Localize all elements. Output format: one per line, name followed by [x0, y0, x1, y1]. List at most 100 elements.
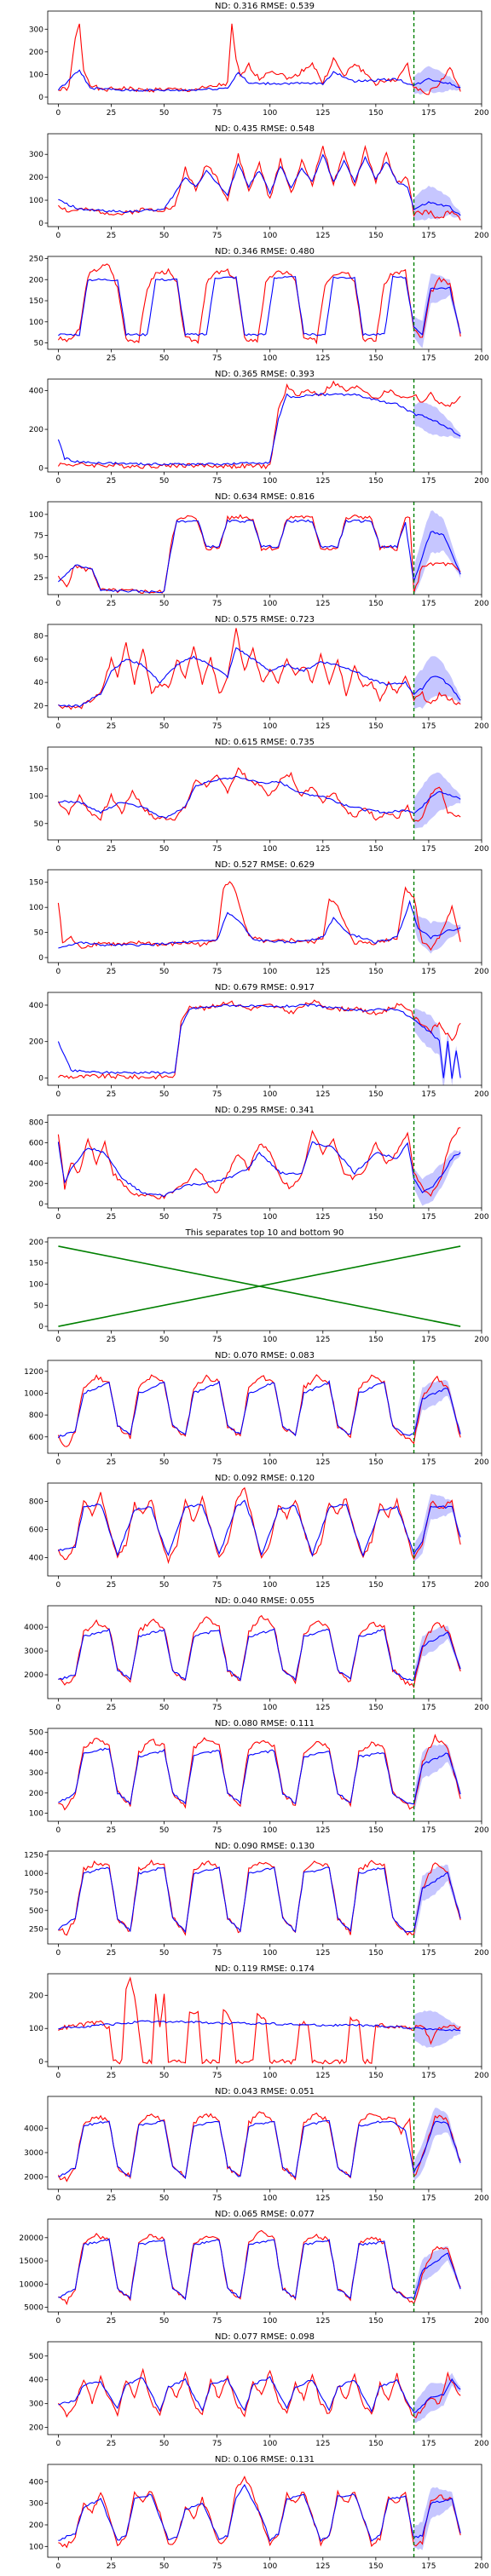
- x-tick-label: 75: [212, 600, 222, 608]
- series-forecast: [58, 647, 461, 708]
- x-tick-label: 200: [474, 1826, 488, 1835]
- plot-area: [57, 747, 461, 840]
- prediction-interval-band: [413, 904, 461, 954]
- x-tick-label: 75: [212, 1090, 222, 1099]
- y-tick-label: 1000: [24, 1389, 43, 1398]
- y-tick-label: 100: [29, 793, 43, 802]
- subplot-title: ND: 0.106 RMSE: 0.131: [215, 2455, 315, 2464]
- y-tick-label: 400: [29, 1555, 43, 1563]
- y-tick-label: 600: [29, 1139, 43, 1147]
- y-tick-label: 1200: [24, 1368, 43, 1377]
- y-tick-label: 300: [29, 2500, 43, 2509]
- plot-area: [57, 2342, 461, 2435]
- x-tick-label: 150: [368, 109, 383, 118]
- x-tick-label: 75: [212, 2440, 222, 2448]
- y-tick-label: 150: [29, 1260, 43, 1268]
- x-tick-label: 50: [159, 354, 170, 363]
- x-tick-label: 75: [212, 1949, 222, 1958]
- y-tick-label: 200: [29, 174, 43, 182]
- plot-area: [57, 870, 461, 963]
- x-tick-label: 200: [474, 1704, 488, 1712]
- y-tick-label: 80: [34, 633, 44, 641]
- x-tick-label: 175: [421, 2194, 436, 2203]
- plot-frame: [47, 501, 482, 595]
- x-tick-label: 200: [474, 2440, 488, 2448]
- x-tick-label: 175: [421, 1458, 436, 1467]
- prediction-interval-band: [413, 1008, 461, 1085]
- y-tick-label: 25: [34, 574, 43, 583]
- x-tick-label: 50: [159, 477, 170, 486]
- x-tick-label: 25: [107, 232, 116, 240]
- y-tick-label: 0: [38, 94, 43, 102]
- y-tick-label: 1000: [24, 1870, 43, 1878]
- x-tick-label: 100: [263, 1949, 277, 1958]
- plot-frame: [47, 1850, 482, 1945]
- plot-area: [57, 502, 461, 595]
- y-tick-label: 150: [29, 766, 43, 774]
- prediction-interval-band: [413, 656, 461, 709]
- y-tick-label: 100: [29, 197, 43, 205]
- plot-area: [57, 1360, 461, 1453]
- x-tick-label: 0: [56, 1704, 61, 1712]
- plot-frame: [47, 869, 482, 963]
- x-tick-label: 0: [56, 2562, 61, 2571]
- x-tick-label: 50: [159, 2317, 170, 2326]
- x-tick-label: 75: [212, 845, 222, 854]
- x-tick-label: 25: [107, 1336, 116, 1344]
- y-tick-label: 50: [34, 929, 44, 938]
- x-tick-label: 0: [56, 2194, 61, 2203]
- y-tick-label: 750: [29, 1889, 43, 1897]
- plot-area: [57, 1115, 461, 1208]
- x-tick-label: 75: [212, 722, 222, 731]
- series-forecast: [58, 275, 461, 336]
- x-tick-label: 200: [474, 1458, 488, 1467]
- separator-line-2: [58, 1245, 461, 1327]
- prediction-interval-band: [413, 1864, 461, 1940]
- y-tick-label: 500: [29, 2353, 43, 2361]
- x-tick-label: 50: [159, 845, 170, 854]
- x-tick-label: 0: [56, 1581, 61, 1590]
- x-tick-label: 175: [421, 1704, 436, 1712]
- y-tick-label: 400: [29, 1002, 43, 1010]
- subplot-19: ND: 0.065 RMSE: 0.077 0 25 50 75 100 125 150 175…: [19, 2210, 488, 2326]
- subplot-title: ND: 0.077 RMSE: 0.098: [215, 2332, 315, 2342]
- x-tick-label: 175: [421, 232, 436, 240]
- x-tick-label: 0: [56, 1949, 61, 1958]
- prediction-interval-band: [413, 66, 461, 95]
- y-tick-label: 200: [29, 49, 43, 57]
- y-tick-label: 0: [38, 1200, 43, 1209]
- x-tick-label: 50: [159, 1581, 170, 1590]
- series-forecast: [57, 1866, 461, 1934]
- series-actual: [57, 1486, 461, 1565]
- x-tick-label: 50: [159, 2440, 170, 2448]
- plot-area: [58, 1606, 461, 1699]
- subplot-title: ND: 0.346 RMSE: 0.480: [215, 247, 315, 256]
- series-forecast: [58, 2483, 461, 2543]
- x-tick-label: 200: [474, 2317, 488, 2326]
- subplot-title: ND: 0.527 RMSE: 0.629: [215, 860, 315, 870]
- subplot-title: ND: 0.090 RMSE: 0.130: [215, 1842, 315, 1851]
- plot-area: [57, 134, 461, 227]
- series-actual: [58, 628, 461, 710]
- plot-frame: [47, 1605, 482, 1699]
- y-tick-label: 500: [29, 1907, 43, 1916]
- y-tick-label: 0: [38, 1074, 43, 1083]
- y-tick-label: 60: [34, 656, 44, 664]
- y-tick-label: 0: [38, 464, 43, 473]
- prediction-interval-band: [413, 273, 461, 348]
- subplot-title: ND: 0.043 RMSE: 0.051: [215, 2087, 315, 2096]
- subplot-title: ND: 0.634 RMSE: 0.816: [215, 492, 315, 502]
- x-tick-label: 200: [474, 2072, 488, 2080]
- x-tick-label: 50: [159, 1949, 170, 1958]
- plot-frame: [47, 1114, 482, 1209]
- x-tick-label: 125: [315, 1090, 330, 1099]
- y-tick-label: 500: [29, 1729, 43, 1738]
- x-tick-label: 150: [368, 968, 383, 976]
- x-tick-label: 75: [212, 109, 222, 118]
- series-actual: [57, 767, 461, 822]
- x-tick-label: 200: [474, 1213, 488, 1222]
- x-tick-label: 200: [474, 600, 488, 608]
- x-tick-label: 50: [159, 722, 170, 731]
- subplot-11: This separates top 10 and bottom 90 0 25 50…: [29, 1228, 489, 1344]
- x-tick-label: 150: [368, 722, 383, 731]
